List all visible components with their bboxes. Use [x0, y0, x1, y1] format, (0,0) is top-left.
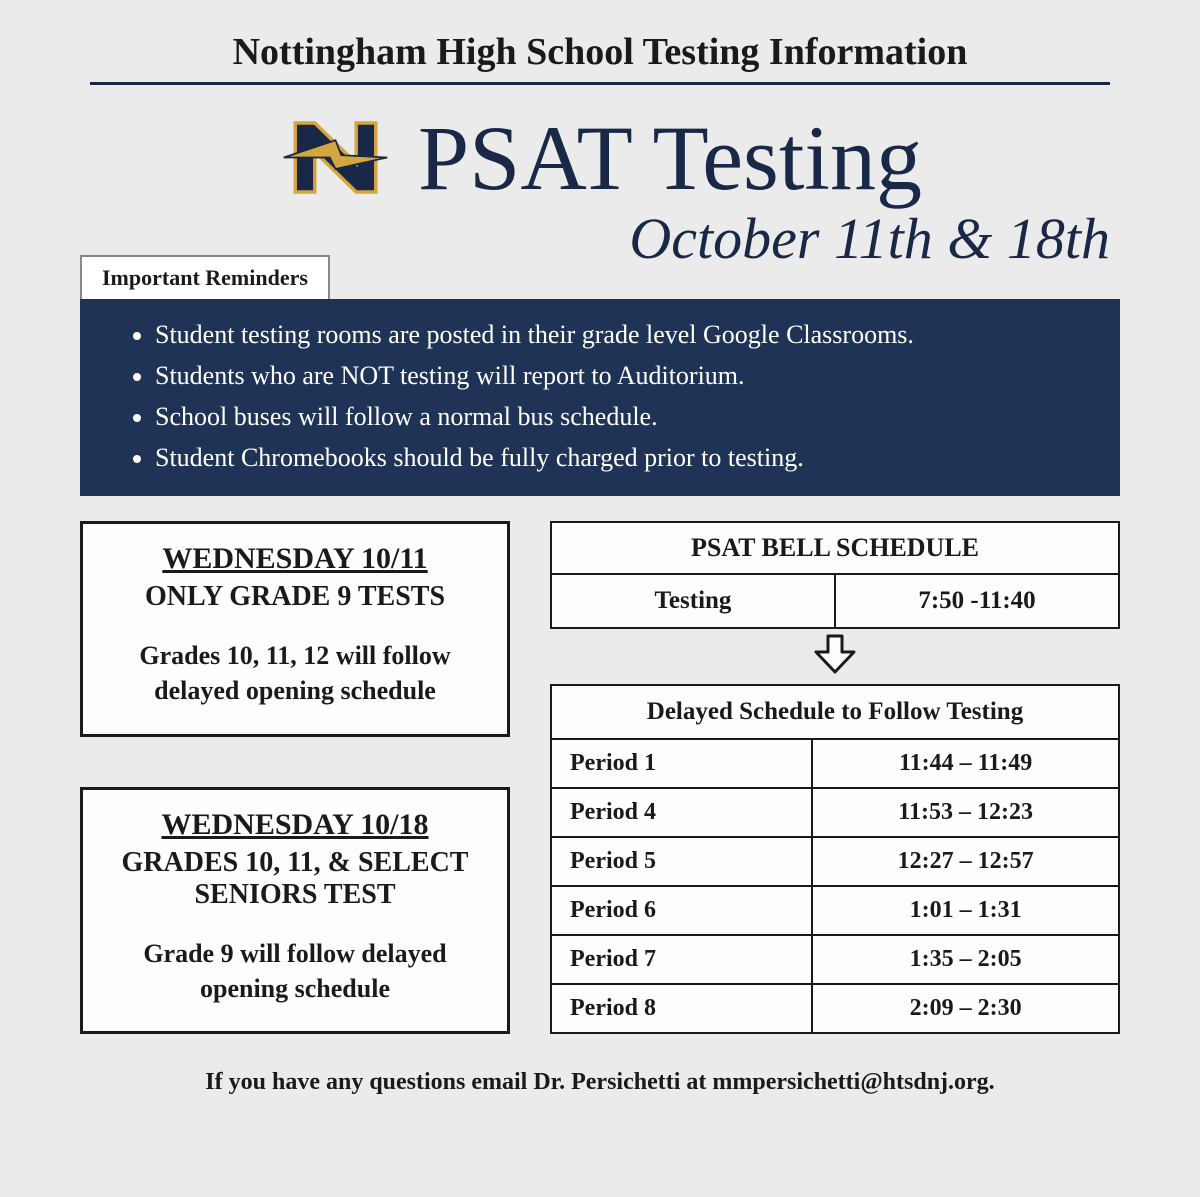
- reminders-label: Important Reminders: [80, 255, 330, 299]
- period-cell: Period 7: [551, 935, 812, 984]
- time-cell: 1:35 – 2:05: [812, 935, 1119, 984]
- reminder-item: School buses will follow a normal bus sc…: [155, 396, 1090, 437]
- card-date: WEDNESDAY 10/11: [103, 542, 487, 576]
- time-cell: 2:09 – 2:30: [812, 984, 1119, 1033]
- reminder-item: Students who are NOT testing will report…: [155, 355, 1090, 396]
- table-row: Period 82:09 – 2:30: [551, 984, 1119, 1033]
- left-column: WEDNESDAY 10/11 ONLY GRADE 9 TESTS Grade…: [80, 521, 510, 1033]
- schedule-table: Period 111:44 – 11:49Period 411:53 – 12:…: [550, 738, 1120, 1034]
- bell-testing-row: Testing 7:50 -11:40: [550, 573, 1120, 629]
- reminder-item: Student testing rooms are posted in thei…: [155, 314, 1090, 355]
- table-row: Period 512:27 – 12:57: [551, 837, 1119, 886]
- bell-testing-label: Testing: [552, 575, 836, 627]
- time-cell: 12:27 – 12:57: [812, 837, 1119, 886]
- table-row: Period 111:44 – 11:49: [551, 739, 1119, 788]
- period-cell: Period 5: [551, 837, 812, 886]
- school-logo-icon: [278, 100, 393, 215]
- bell-testing-time: 7:50 -11:40: [836, 575, 1118, 627]
- time-cell: 1:01 – 1:31: [812, 886, 1119, 935]
- reminder-item: Student Chromebooks should be fully char…: [155, 437, 1090, 478]
- time-cell: 11:44 – 11:49: [812, 739, 1119, 788]
- content-row: WEDNESDAY 10/11 ONLY GRADE 9 TESTS Grade…: [80, 521, 1120, 1033]
- card-note: Grades 10, 11, 12 will follow delayed op…: [103, 638, 487, 708]
- date-card-1: WEDNESDAY 10/11 ONLY GRADE 9 TESTS Grade…: [80, 521, 510, 736]
- card-note: Grade 9 will follow delayed opening sche…: [103, 936, 487, 1006]
- time-cell: 11:53 – 12:23: [812, 788, 1119, 837]
- card-date: WEDNESDAY 10/18: [103, 808, 487, 842]
- main-title: PSAT Testing: [418, 105, 922, 211]
- header-title: Nottingham High School Testing Informati…: [90, 30, 1110, 85]
- arrow-down-icon: [550, 634, 1120, 679]
- right-column: PSAT BELL SCHEDULE Testing 7:50 -11:40 D…: [550, 521, 1120, 1033]
- period-cell: Period 8: [551, 984, 812, 1033]
- table-row: Period 411:53 – 12:23: [551, 788, 1119, 837]
- card-who: ONLY GRADE 9 TESTS: [103, 581, 487, 613]
- main-title-row: PSAT Testing: [60, 100, 1140, 215]
- bell-schedule-title: PSAT BELL SCHEDULE: [550, 521, 1120, 573]
- footer-contact: If you have any questions email Dr. Pers…: [60, 1069, 1140, 1096]
- period-cell: Period 4: [551, 788, 812, 837]
- table-row: Period 61:01 – 1:31: [551, 886, 1119, 935]
- card-who: GRADES 10, 11, & SELECT SENIORS TEST: [103, 847, 487, 911]
- reminders-box: Student testing rooms are posted in thei…: [80, 299, 1120, 496]
- period-cell: Period 6: [551, 886, 812, 935]
- date-card-2: WEDNESDAY 10/18 GRADES 10, 11, & SELECT …: [80, 787, 510, 1034]
- table-row: Period 71:35 – 2:05: [551, 935, 1119, 984]
- period-cell: Period 1: [551, 739, 812, 788]
- delayed-schedule-title: Delayed Schedule to Follow Testing: [550, 684, 1120, 737]
